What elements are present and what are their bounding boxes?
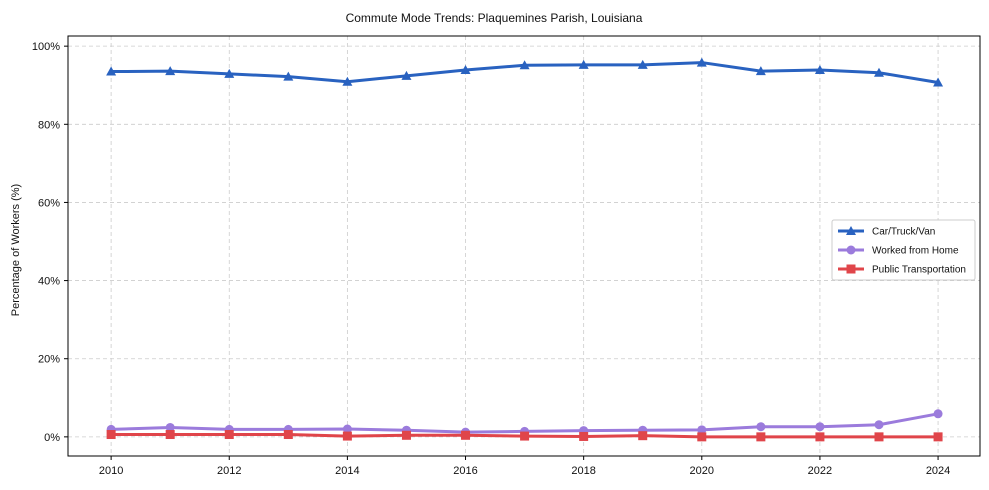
data-point-public-transportation xyxy=(638,431,648,441)
legend-marker-public-transportation xyxy=(846,264,856,274)
data-point-public-transportation xyxy=(933,432,943,442)
data-point-worked-from-home xyxy=(697,425,707,435)
data-point-public-transportation xyxy=(342,431,352,441)
data-point-car-truck-van xyxy=(933,77,944,87)
y-tick-label: 60% xyxy=(38,197,60,209)
y-tick-label: 100% xyxy=(32,41,60,53)
data-point-public-transportation xyxy=(224,430,234,440)
x-tick-label: 2010 xyxy=(99,465,123,477)
data-point-car-truck-van xyxy=(342,76,353,86)
x-tick-label: 2012 xyxy=(217,465,241,477)
data-point-public-transportation xyxy=(461,430,471,440)
legend-label-worked-from-home: Worked from Home xyxy=(872,246,959,257)
y-tick-label: 0% xyxy=(44,432,60,444)
x-tick-label: 2014 xyxy=(335,465,359,477)
data-point-car-truck-van xyxy=(224,68,235,78)
y-tick-label: 80% xyxy=(38,119,60,131)
data-point-public-transportation xyxy=(579,431,589,441)
data-point-public-transportation xyxy=(815,432,825,442)
data-point-car-truck-van xyxy=(696,57,707,67)
data-point-public-transportation xyxy=(283,430,293,440)
data-point-public-transportation xyxy=(165,430,175,440)
data-point-car-truck-van xyxy=(873,67,884,77)
x-tick-label: 2022 xyxy=(808,465,832,477)
data-point-car-truck-van xyxy=(283,71,294,81)
legend-marker-worked-from-home xyxy=(846,245,856,255)
data-point-worked-from-home xyxy=(165,422,175,432)
data-point-worked-from-home xyxy=(874,420,884,430)
plot-frame xyxy=(67,35,981,457)
data-point-car-truck-van xyxy=(401,70,412,80)
y-tick-label: 40% xyxy=(38,276,60,288)
data-point-public-transportation xyxy=(520,431,530,441)
chart-title: Commute Mode Trends: Plaquemines Parish,… xyxy=(346,11,643,25)
data-point-worked-from-home xyxy=(342,424,352,434)
data-point-public-transportation xyxy=(697,432,707,442)
data-point-car-truck-van xyxy=(165,66,176,76)
data-point-public-transportation xyxy=(874,432,884,442)
data-point-worked-from-home xyxy=(756,422,766,432)
data-point-worked-from-home xyxy=(815,422,825,432)
data-point-public-transportation xyxy=(106,430,116,440)
data-point-car-truck-van xyxy=(578,59,589,69)
x-tick-label: 2020 xyxy=(690,465,714,477)
data-point-car-truck-van xyxy=(755,66,766,76)
legend-label-car-truck-van: Car/Truck/Van xyxy=(872,227,935,238)
y-axis-label: Percentage of Workers (%) xyxy=(10,184,22,316)
data-point-public-transportation xyxy=(756,432,766,442)
data-point-car-truck-van xyxy=(460,64,471,74)
x-tick-label: 2016 xyxy=(453,465,477,477)
y-tick-label: 20% xyxy=(38,354,60,366)
data-point-car-truck-van xyxy=(106,66,117,76)
data-point-car-truck-van xyxy=(814,64,825,74)
data-point-car-truck-van xyxy=(519,60,530,70)
data-point-worked-from-home xyxy=(933,409,943,419)
legend-marker-car-truck-van xyxy=(846,226,856,235)
legend-label-public-transportation: Public Transportation xyxy=(872,265,966,276)
data-point-public-transportation xyxy=(401,430,411,440)
x-tick-label: 2024 xyxy=(926,465,950,477)
x-tick-label: 2018 xyxy=(571,465,595,477)
data-point-car-truck-van xyxy=(637,59,648,69)
legend-box xyxy=(831,219,976,281)
